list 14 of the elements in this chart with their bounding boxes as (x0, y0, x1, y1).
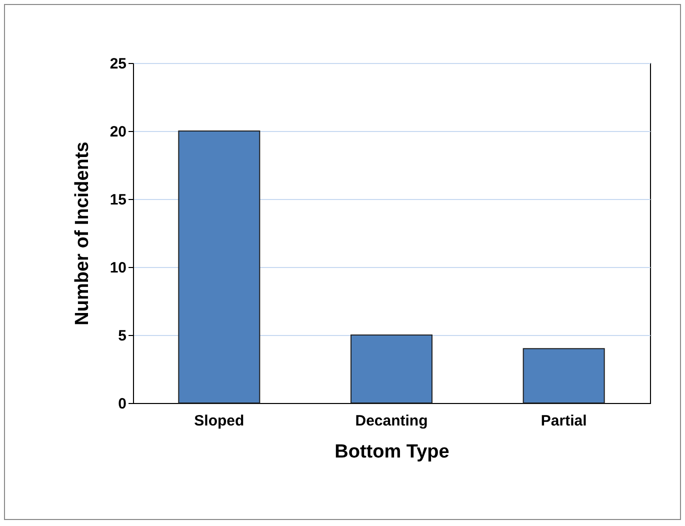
x-axis-title: Bottom Type (334, 442, 450, 462)
x-tick-label: Sloped (194, 412, 244, 430)
y-tick-label: 15 (110, 192, 126, 208)
bar (522, 348, 605, 404)
y-tick-label: 5 (118, 328, 126, 344)
y-tick-label: 25 (110, 56, 126, 72)
bar (350, 334, 432, 404)
x-tick-label: Partial (540, 412, 587, 430)
y-tick-label: 20 (110, 124, 126, 140)
bar (178, 130, 260, 404)
y-tick-label: 0 (118, 396, 126, 412)
y-axis-title: Number of Incidents (72, 142, 93, 326)
y-tick-label: 10 (110, 260, 126, 276)
x-tick-label: Decanting (355, 412, 428, 430)
